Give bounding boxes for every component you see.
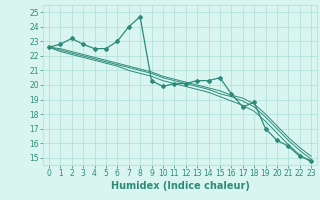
X-axis label: Humidex (Indice chaleur): Humidex (Indice chaleur): [111, 181, 249, 191]
